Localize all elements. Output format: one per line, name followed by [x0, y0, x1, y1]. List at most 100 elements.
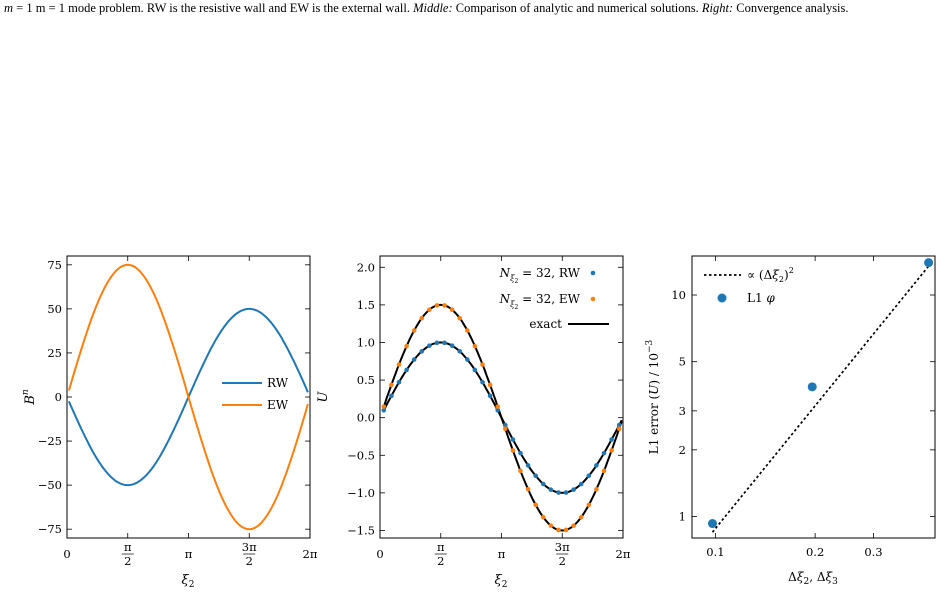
p2-point-ew — [404, 343, 409, 349]
p3-ytick-label: 10 — [671, 288, 686, 302]
panel-right-xlabel: Δξ2, Δξ3 — [788, 570, 838, 587]
p1-ytick-label: −75 — [38, 522, 62, 536]
p2-xtick-label-den: 2 — [437, 554, 444, 568]
p2-point-ew — [495, 404, 501, 409]
p2-point-rw — [495, 408, 501, 413]
p2-legend-swatch-1 — [590, 296, 596, 302]
p1-xtick-label: 0 — [63, 547, 70, 561]
p2-point-rw — [419, 349, 425, 354]
p1-line-ew — [67, 263, 309, 531]
p1-ytick-label: 25 — [47, 346, 62, 360]
p2-point-ew — [389, 382, 394, 388]
p2-point-ew — [427, 307, 432, 313]
p2-point-rw — [601, 450, 607, 456]
p3-legend-label-point: L1 φ — [747, 291, 775, 305]
p2-point-ew — [518, 468, 523, 474]
panel-right-convergence: 0.1 0.2 0.3 1 2 3 5 10 ∝ (Δξ2)2 L1 φ Δξ2, Δξ3 L1 … — [645, 255, 936, 587]
p2-point-rw — [578, 481, 584, 487]
p1-ytick-label: −25 — [38, 434, 62, 448]
p2-point-rw — [571, 487, 576, 492]
panel-left-frame — [66, 255, 311, 539]
p2-point-ew — [465, 328, 470, 333]
p2-ytick-label: −0.5 — [347, 448, 375, 462]
p2-point-rw — [616, 422, 622, 428]
p2-point-rw — [533, 473, 538, 479]
p2-point-rw — [518, 450, 523, 456]
p2-point-rw — [540, 481, 546, 487]
p2-xtick-label: π — [498, 547, 506, 561]
p2-point-rw — [556, 490, 561, 495]
panel-middle-frame — [379, 255, 624, 539]
p2-point-ew — [601, 468, 607, 474]
p2-point-rw — [396, 379, 402, 385]
panel-middle-u: 0 π2 π 3π2 2π2.01.51.00.50.0−0.5−1.0−1.5Nξ2 … — [316, 255, 631, 590]
caption-right-tag: Right: — [701, 1, 734, 15]
panel-middle-plot: 0 π2 π 3π2 2π2.01.51.00.50.0−0.5−1.0−1.5Nξ2 … — [347, 256, 631, 568]
p3-ytick-label: 2 — [679, 443, 686, 457]
p2-point-rw — [457, 349, 463, 354]
p2-point-ew — [548, 523, 554, 528]
p2-ytick-label: 1.0 — [357, 335, 375, 349]
p1-legend-label-rw: RW — [267, 376, 289, 390]
caption-part1: m = 1 mode problem. RW is the resistive … — [35, 1, 410, 15]
p3-ytick-label: 5 — [679, 355, 686, 369]
p2-point-rw — [442, 340, 447, 346]
p2-point-rw — [510, 437, 516, 442]
p3-xtick-label: 0.3 — [864, 545, 882, 559]
p2-point-rw — [563, 490, 569, 495]
p3-xtick-label: 0.2 — [806, 545, 824, 559]
p2-point-rw — [487, 393, 493, 399]
p2-point-ew — [533, 502, 538, 508]
p2-point-ew — [510, 448, 516, 453]
p2-xtick-label-num: 3π — [555, 540, 570, 554]
panel-left-xlabel: ξ2 — [182, 573, 195, 590]
p3-legend-label-line: ∝ (Δξ2)2 — [747, 266, 794, 284]
panel-right-plot: 0.1 0.2 0.3 1 2 3 5 10 ∝ (Δξ2)2 L1 φ — [671, 256, 935, 559]
p2-legend-swatch-0 — [590, 270, 596, 276]
p2-point-ew — [396, 362, 402, 367]
p2-point-rw — [465, 357, 470, 362]
p2-exact-line-0 — [383, 341, 623, 494]
p2-point-ew — [556, 527, 561, 533]
p1-xtick-label: π — [185, 547, 193, 561]
p2-ytick-label: 1.5 — [357, 298, 375, 312]
p2-point-ew — [411, 328, 417, 333]
p2-ytick-label: −1.5 — [347, 523, 375, 537]
p2-ytick-label: 2.0 — [357, 260, 375, 274]
p2-legend-label-0: Nξ2 = 32, RW — [499, 266, 581, 285]
p2-point-rw — [449, 343, 455, 349]
p2-xtick-label-den: 2 — [559, 554, 566, 568]
p2-point-ew — [616, 426, 622, 432]
p2-point-rw — [411, 357, 417, 362]
p2-point-ew — [502, 426, 508, 432]
p3-point — [924, 258, 934, 268]
p2-point-rw — [609, 437, 614, 442]
p2-point-rw — [480, 379, 485, 385]
p2-point-ew — [419, 315, 425, 321]
p2-exact-line-1 — [382, 303, 623, 532]
p1-ytick-label: −50 — [38, 478, 62, 492]
p2-point-rw — [586, 473, 592, 479]
p2-point-ew — [449, 307, 455, 313]
p3-reference-line — [711, 265, 930, 533]
p2-legend-label-1: Nξ2 = 32, EW — [499, 292, 581, 311]
p2-point-ew — [594, 486, 599, 492]
p2-point-ew — [525, 486, 531, 492]
p2-ytick-label: 0.5 — [357, 373, 375, 387]
panel-middle-xlabel: ξ2 — [495, 573, 508, 590]
panel-right-ylabel: L1 error (U) / 10−3 — [645, 339, 661, 454]
p3-ytick-label: 3 — [679, 404, 686, 418]
p2-point-ew — [609, 448, 614, 453]
p2-point-ew — [480, 362, 485, 367]
caption-part2: Comparison of analytic and numerical sol… — [455, 1, 699, 15]
p3-point — [807, 382, 817, 392]
p2-point-ew — [540, 514, 546, 520]
p2-point-ew — [442, 303, 447, 308]
p2-point-rw — [548, 487, 554, 492]
p2-point-ew — [586, 502, 592, 508]
p2-point-ew — [571, 523, 576, 528]
p3-point — [707, 519, 717, 529]
